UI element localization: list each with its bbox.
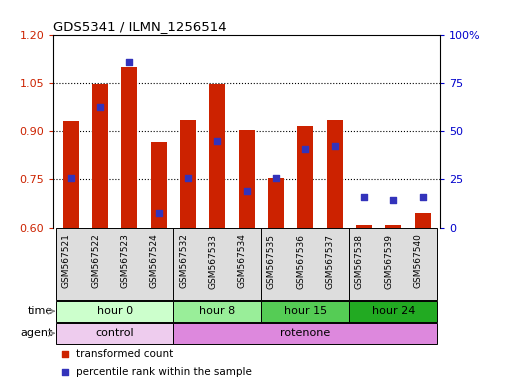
Text: hour 24: hour 24: [371, 306, 414, 316]
Point: [418, 194, 426, 200]
Bar: [121, 67, 137, 228]
Text: transformed count: transformed count: [76, 349, 173, 359]
Bar: [414, 213, 430, 228]
FancyBboxPatch shape: [173, 301, 261, 322]
Bar: [150, 142, 167, 228]
Text: control: control: [95, 328, 134, 338]
Text: GSM567537: GSM567537: [325, 233, 334, 288]
FancyBboxPatch shape: [173, 323, 436, 344]
Text: GSM567538: GSM567538: [355, 233, 363, 288]
Point: [347, 124, 356, 131]
Text: GSM567532: GSM567532: [179, 233, 188, 288]
Text: percentile rank within the sample: percentile rank within the sample: [76, 367, 251, 377]
Text: hour 8: hour 8: [199, 306, 235, 316]
Text: GSM567521: GSM567521: [62, 233, 71, 288]
Point: [359, 194, 367, 200]
Bar: [180, 120, 196, 228]
Text: GSM567534: GSM567534: [237, 233, 246, 288]
Text: GSM567533: GSM567533: [208, 233, 217, 288]
FancyBboxPatch shape: [261, 301, 348, 322]
Text: GSM567539: GSM567539: [383, 233, 392, 288]
Point: [96, 104, 104, 110]
Text: hour 0: hour 0: [96, 306, 132, 316]
Text: GDS5341 / ILMN_1256514: GDS5341 / ILMN_1256514: [53, 20, 226, 33]
Point: [330, 142, 338, 149]
Point: [184, 175, 192, 181]
Text: GSM567524: GSM567524: [149, 233, 159, 288]
FancyBboxPatch shape: [56, 301, 173, 322]
Point: [67, 175, 75, 181]
Bar: [326, 120, 342, 228]
Text: rotenone: rotenone: [280, 328, 330, 338]
FancyBboxPatch shape: [348, 301, 436, 322]
Text: agent: agent: [20, 328, 53, 338]
Point: [388, 197, 396, 204]
Bar: [63, 121, 79, 228]
Text: GSM567536: GSM567536: [296, 233, 305, 288]
Text: GSM567523: GSM567523: [120, 233, 129, 288]
Bar: [384, 225, 400, 228]
Point: [242, 188, 250, 194]
Bar: [209, 84, 225, 228]
Text: hour 15: hour 15: [283, 306, 326, 316]
Point: [271, 175, 279, 181]
Text: GSM567540: GSM567540: [413, 233, 422, 288]
FancyBboxPatch shape: [56, 323, 173, 344]
Point: [300, 146, 309, 152]
Bar: [238, 129, 254, 228]
Point: [213, 138, 221, 144]
Bar: [355, 225, 371, 228]
Text: time: time: [27, 306, 53, 316]
Text: GSM567522: GSM567522: [91, 233, 100, 288]
Point: [155, 210, 163, 216]
FancyBboxPatch shape: [56, 228, 436, 300]
Point: [347, 287, 356, 293]
Bar: [296, 126, 313, 228]
Text: GSM567535: GSM567535: [267, 233, 275, 288]
Bar: [268, 178, 283, 228]
Bar: [92, 84, 108, 228]
Point: [125, 59, 133, 65]
